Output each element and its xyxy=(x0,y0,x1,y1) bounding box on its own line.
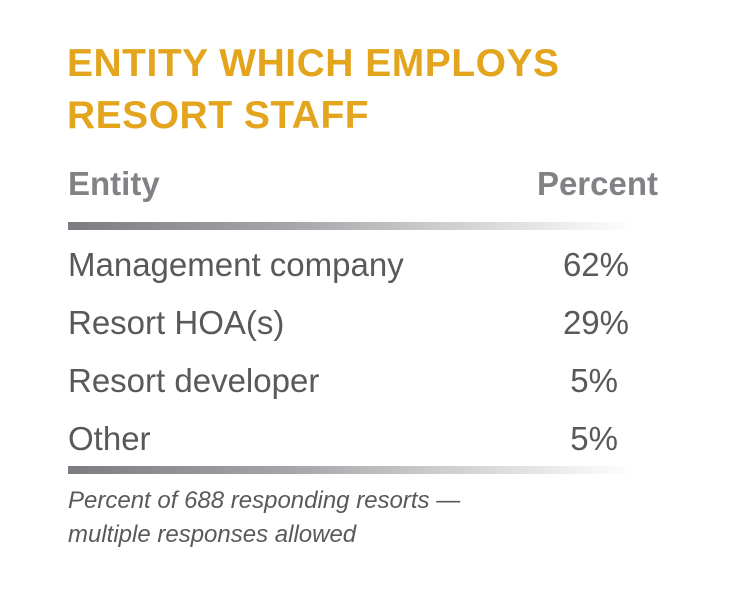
table-row-resort-developer: Resort developer 5% xyxy=(68,356,633,414)
row-label: Resort developer xyxy=(68,362,320,399)
row-value: 5% xyxy=(570,420,618,457)
table-body: Management company 62% Resort HOA(s) 29%… xyxy=(68,240,633,472)
chart-title: ENTITY WHICH EMPLOYS RESORT STAFF xyxy=(67,38,707,142)
table-row-other: Other 5% xyxy=(68,414,633,472)
footer-divider xyxy=(68,466,633,474)
footnote-line-2: multiple responses allowed xyxy=(68,521,357,548)
chart-title-line-2: RESORT STAFF xyxy=(67,94,370,137)
row-label: Resort HOA(s) xyxy=(68,304,285,341)
row-label: Other xyxy=(68,420,151,457)
column-header-percent: Percent xyxy=(536,165,658,202)
header-divider xyxy=(68,222,633,230)
row-value: 5% xyxy=(570,362,618,399)
column-header-entity: Entity xyxy=(68,165,160,202)
table-row-resort-hoa: Resort HOA(s) 29% xyxy=(68,298,633,356)
table-header: Entity Percent xyxy=(68,165,658,215)
row-value: 62% xyxy=(562,246,629,283)
table-row-management-company: Management company 62% xyxy=(68,240,633,298)
row-value: 29% xyxy=(562,304,629,341)
footnote: Percent of 688 responding resorts — mult… xyxy=(68,484,628,552)
row-label: Management company xyxy=(68,246,404,283)
footnote-line-1: Percent of 688 responding resorts — xyxy=(68,487,461,514)
chart-title-line-1: ENTITY WHICH EMPLOYS xyxy=(67,42,560,85)
